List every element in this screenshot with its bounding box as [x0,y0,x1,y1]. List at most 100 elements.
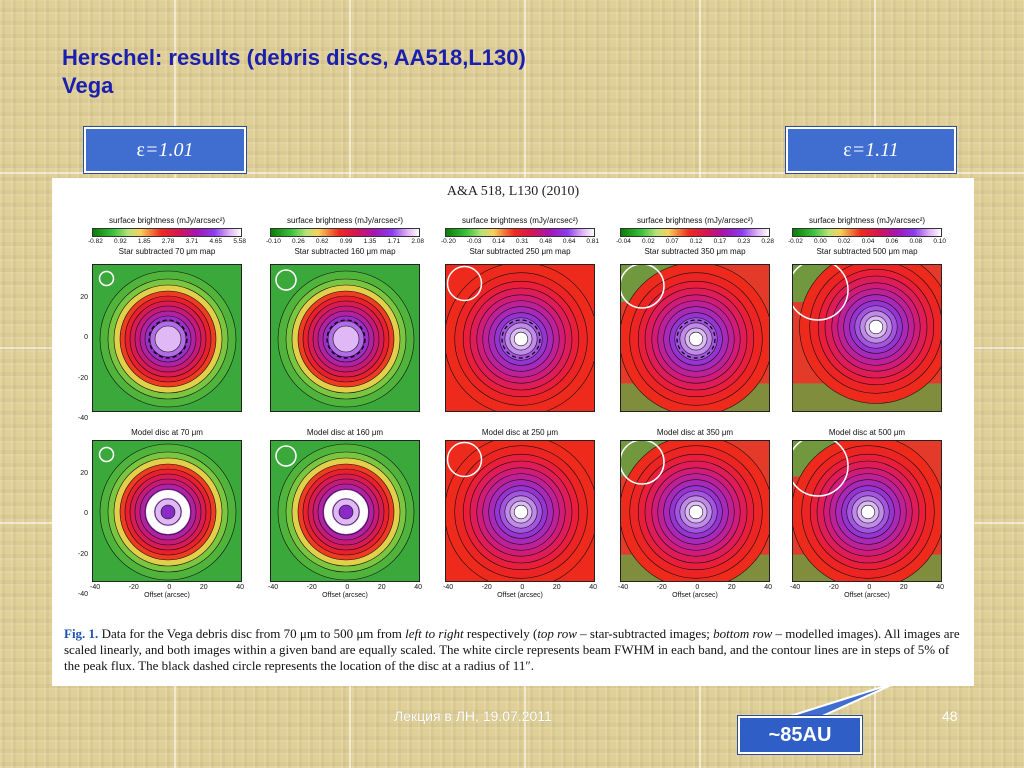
colorbar-title: surface brightness (mJy/arcsec²) [461,216,579,225]
disc-core [160,504,176,520]
colorbar-tick-label: 3.71 [185,238,199,245]
colorbar-title: surface brightness (mJy/arcsec²) [108,216,226,225]
contour-ring [332,325,360,353]
colorbar-tick-label: 1.85 [137,238,151,245]
colorbar-tick-label: -0.10 [266,238,281,245]
y-tick-label: -20 [77,374,88,382]
x-tick-label: 20 [377,584,386,591]
map-title: Model disc at 70 μm [131,428,203,437]
colorbar-tick-label: 0.17 [713,238,727,245]
disc-core [338,504,354,520]
x-tick-label: -20 [481,584,492,591]
map-title: Model disc at 350 μm [656,428,734,437]
epsilon-value: =1.11 [851,138,899,161]
paper-figure: A&A 518, L130 (2010) surface brightness … [52,178,974,686]
caption-bottom-row: bottom row [713,626,773,641]
colorbar [92,228,242,237]
colorbar-tick-label: 0.02 [837,238,851,245]
x-tick-label: 0 [867,584,872,591]
colorbar-ticks: -0.82 0.92 1.85 2.78 3.71 4.65 5.58 [88,238,246,245]
disc-radius-dashed-circle [148,319,188,359]
colorbar [620,228,770,237]
colorbar-tick-label: -0.82 [88,238,103,245]
colorbar-tick-label: 0.12 [689,238,703,245]
top-panel: surface brightness (mJy/arcsec²) -0.10 0.2… [266,216,424,416]
map-image [446,441,594,581]
contour-ring [154,325,182,353]
x-tick-label: -40 [790,584,801,591]
model-disc-map [792,440,942,582]
y-tick-label: -40 [77,590,88,598]
x-tick-label: 0 [520,584,525,591]
model-disc-map [92,440,242,582]
colorbar-tick-label: 0.02 [642,238,655,245]
colorbar-tick-label: 2.78 [161,238,175,245]
x-tick-label: 0 [695,584,700,591]
caption-text-2: respectively ( [463,626,538,641]
colorbar-tick-label: 0.81 [586,238,599,245]
star-subtracted-map [270,264,420,412]
map-title: Model disc at 250 μm [481,428,559,437]
colorbar [270,228,420,237]
y-axis-ticks: 20 0 -20 -40 [74,470,88,598]
map-image [793,265,941,411]
x-tick-label: 40 [589,584,597,591]
x-tick-label: 20 [199,584,208,591]
star-subtracted-map [620,264,770,412]
figure-header: A&A 518, L130 (2010) [446,184,580,199]
colorbar-tick-label: 0.48 [539,238,552,245]
x-tick-label: 20 [727,584,736,591]
colorbar-tick-label: 5.58 [233,238,246,245]
map-title: Star subtracted 500 μm map [816,247,918,256]
page-number: 48 [942,708,958,724]
beam-fwhm-circle [98,270,115,287]
x-tick-label: -40 [443,584,454,591]
caption-fig-label: Fig. 1. [64,626,99,641]
contour-ring [868,319,884,335]
colorbar-title: surface brightness (mJy/arcsec²) [636,216,754,225]
x-tick-label: -20 [656,584,667,591]
slide-title-line1: Herschel: results (debris discs, AA518,L… [62,45,526,70]
colorbar-ticks: -0.02 0.00 0.02 0.04 0.06 0.08 0.10 [788,238,946,245]
x-axis-ticks: -40 -20 0 20 40 [443,584,597,591]
map-title: Star subtracted 350 μm map [644,247,746,256]
x-axis-label: Offset (arcsec) [322,592,368,599]
caption-text-4: – modelled images). All images are scale… [64,626,960,673]
map-image [271,265,419,411]
x-tick-label: -40 [268,584,279,591]
colorbar-tick-label: 4.65 [209,238,223,245]
y-tick-label: 0 [84,510,88,518]
y-tick-label: 0 [84,334,88,342]
epsilon-value: =1.01 [144,138,194,161]
beam-fwhm-circle [793,265,849,321]
map-image [271,441,419,581]
y-axis-ticks: 20 0 -20 -40 [74,294,88,422]
x-tick-label: -20 [306,584,317,591]
top-panel: surface brightness (mJy/arcsec²) -0.02 0.0… [788,216,946,416]
colorbar-tick-label: 0.26 [292,238,305,245]
x-axis-ticks: -40 -20 0 20 40 [790,584,944,591]
beam-fwhm-circle [621,441,665,485]
map-image [93,265,241,411]
colorbar-tick-label: 2.08 [411,238,424,245]
map-title: Star subtracted 250 μm map [469,247,571,256]
x-axis-label: Offset (arcsec) [497,592,543,599]
y-tick-label: -40 [77,414,88,422]
map-image [793,441,941,581]
epsilon-symbol: ε [136,138,145,161]
colorbar-tick-label: -0.04 [616,238,631,245]
disc-radius-dashed-circle [326,319,366,359]
x-axis-ticks: -40 -20 0 20 40 [90,584,244,591]
disc-radius-dashed-circle [676,319,716,359]
x-tick-label: 20 [899,584,908,591]
colorbar-tick-label: 0.99 [339,238,353,245]
top-panel: surface brightness (mJy/arcsec²) -0.04 0.0… [616,216,774,416]
model-disc-map [620,440,770,582]
star-subtracted-map [792,264,942,412]
callout-pointer-icon [783,681,899,719]
distance-callout: ~85AU [738,716,862,754]
colorbar-ticks: -0.04 0.02 0.07 0.12 0.17 0.23 0.28 [616,238,774,245]
x-axis-ticks: -40 -20 0 20 40 [268,584,422,591]
bottom-panel: Model disc at 250 μm -40 -20 0 20 40 Offset (a… [443,428,597,618]
colorbar-tick-label: -0.20 [441,238,456,245]
